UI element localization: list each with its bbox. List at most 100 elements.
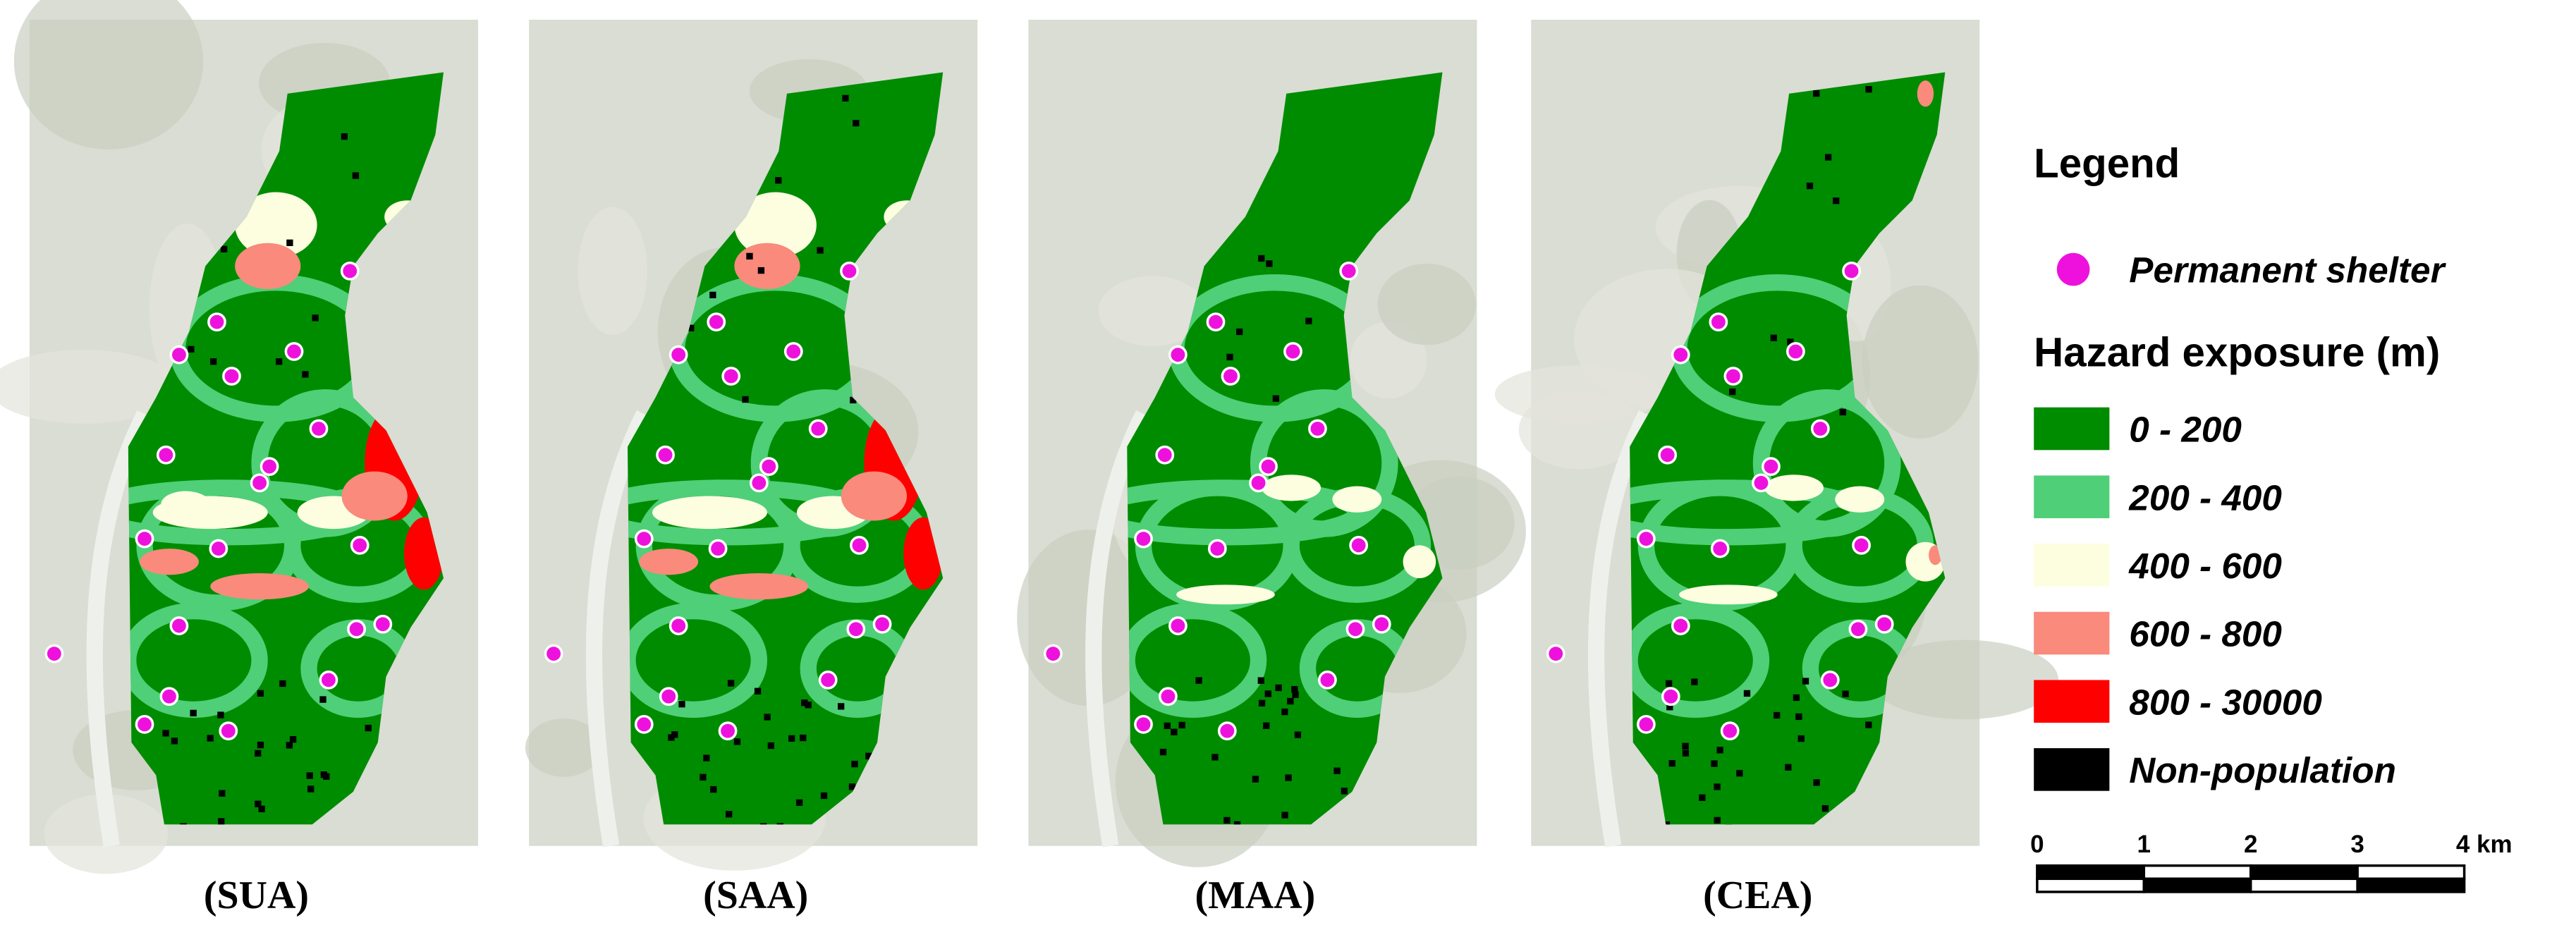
non-population-cell (1821, 805, 1829, 812)
non-population-cell (307, 785, 315, 793)
legend-shelter-label: Permanent shelter (2129, 250, 2446, 290)
shelter (156, 445, 176, 465)
shelter (1786, 342, 1805, 361)
non-population-cell (188, 345, 195, 353)
non-population-cell (671, 731, 678, 738)
non-population-cell (1333, 767, 1341, 774)
non-population-cell (1275, 684, 1282, 692)
hazard-zone (841, 471, 908, 521)
non-population-cell (709, 291, 716, 299)
non-population-cell (848, 783, 856, 790)
legend-item-label: 200 - 400 (2128, 477, 2282, 518)
non-population-cell (1802, 678, 1809, 685)
non-population-cell (700, 773, 707, 781)
river (1587, 410, 1654, 848)
non-population-cell (703, 754, 710, 761)
shelter (669, 616, 688, 635)
shelter (1661, 687, 1680, 706)
hazard-zone (210, 573, 309, 600)
non-population-cell (776, 823, 783, 825)
non-population-cell (1770, 334, 1777, 341)
non-population-cell (757, 267, 765, 274)
non-population-cell (759, 823, 767, 825)
non-population-cell (1178, 721, 1185, 729)
non-population-cell (817, 247, 824, 254)
non-population-cell (1691, 678, 1698, 685)
non-population-cell (289, 736, 297, 743)
scale-label: 3 (2350, 831, 2364, 858)
hazard-zone (639, 549, 699, 575)
shelter (207, 312, 226, 331)
non-population-cell (1164, 722, 1171, 730)
terrain (1862, 285, 1979, 439)
scale-segment (2036, 864, 2146, 881)
non-population-cell (795, 799, 803, 807)
legend-swatch (2034, 544, 2110, 587)
non-population-cell (255, 750, 262, 757)
non-population-cell (1257, 677, 1264, 684)
non-population-cell (1813, 779, 1820, 786)
non-population-cell (754, 687, 762, 695)
shelter (373, 614, 393, 634)
non-population-cell (1682, 750, 1690, 757)
non-population-cell (727, 680, 735, 687)
non-population-cell (1806, 182, 1814, 190)
non-population-cell (1716, 747, 1723, 754)
non-population-cell (1774, 711, 1781, 719)
shelter (707, 312, 726, 331)
non-population-cell (1711, 760, 1718, 767)
non-population-cell (1258, 255, 1265, 262)
non-population-cell (837, 703, 845, 710)
non-population-cell (801, 699, 808, 706)
non-population-cell (1236, 328, 1243, 336)
non-population-cell (320, 771, 327, 778)
non-population-cell (1813, 90, 1820, 97)
non-population-cell (1682, 742, 1689, 750)
non-population-cell (1839, 408, 1846, 416)
shelter (222, 367, 241, 386)
shelter (708, 539, 728, 558)
hazard-zone (1835, 486, 1885, 513)
shelter (1709, 312, 1728, 331)
terrain (525, 718, 602, 777)
non-population-cell (190, 709, 197, 717)
terrain (1870, 640, 2058, 720)
hazard-zone (1262, 475, 1321, 501)
shelter (1671, 616, 1690, 635)
non-population-cell (1195, 677, 1202, 684)
scale-label: 1 (2137, 831, 2151, 858)
shelter (1345, 619, 1365, 639)
shelter (1372, 614, 1391, 634)
shelter (209, 539, 228, 558)
non-population-cell (1226, 353, 1233, 361)
non-population-cell (850, 396, 857, 404)
hazard-zone (734, 192, 817, 258)
shelter (135, 529, 154, 549)
shelter (872, 614, 892, 634)
shelter (1842, 261, 1861, 281)
non-population-cell (726, 811, 733, 818)
legend-item-label: 800 - 30000 (2129, 682, 2322, 722)
non-population-cell (352, 172, 360, 179)
legend-shelter-symbol (2056, 252, 2090, 286)
non-population-cell (1668, 759, 1675, 767)
shelter (850, 536, 869, 555)
shelter (1207, 539, 1227, 558)
map-panel (525, 19, 978, 871)
non-population-cell (1292, 691, 1299, 698)
non-population-cell (1211, 754, 1219, 761)
shelter (818, 671, 838, 690)
non-population-cell (1252, 776, 1259, 783)
scale-segment (2356, 864, 2466, 881)
shelter (250, 473, 269, 493)
legend-swatch (2034, 748, 2110, 791)
non-population-cell (805, 702, 812, 709)
non-population-cell (312, 314, 319, 322)
hazard-zone (1764, 475, 1824, 501)
map-panel (0, 0, 478, 874)
terrain (578, 207, 648, 336)
terrain (1377, 263, 1477, 345)
non-population-cell (1341, 788, 1348, 795)
non-population-cell (1272, 395, 1280, 402)
